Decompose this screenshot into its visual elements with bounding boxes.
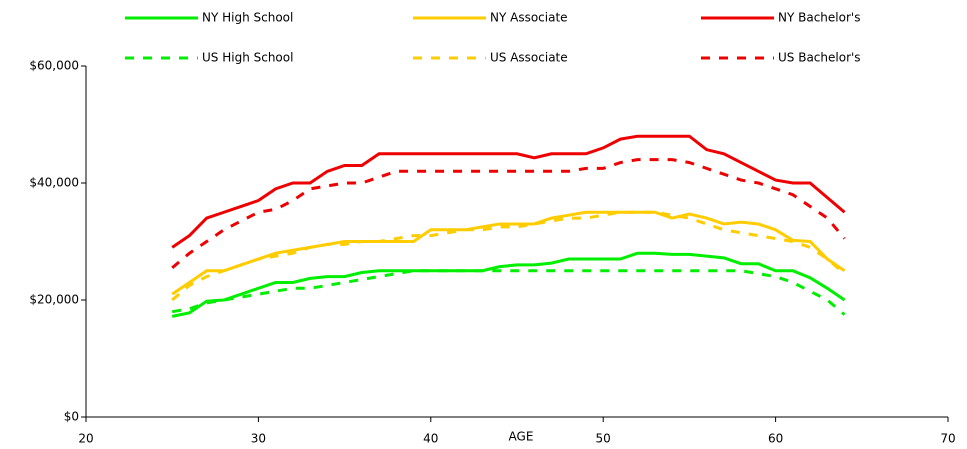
y-tick-label: $0	[64, 410, 79, 424]
line-series	[171, 158, 846, 269]
y-tick-label: $60,000	[29, 59, 79, 73]
x-tick-label: 40	[423, 432, 438, 446]
x-tick-label: 50	[596, 432, 611, 446]
legend-label: US Associate	[490, 51, 568, 65]
y-tick-label: $20,000	[29, 293, 79, 307]
line-series	[171, 251, 846, 318]
line-series	[171, 269, 846, 316]
legend-label: US Bachelor's	[778, 51, 861, 65]
x-tick-label: 60	[768, 432, 783, 446]
legend-label: US High School	[202, 51, 293, 65]
legend-label: NY Bachelor's	[778, 11, 860, 25]
line-series	[171, 210, 846, 302]
x-tick-label: 70	[940, 432, 955, 446]
legend-label: NY Associate	[490, 11, 568, 25]
y-tick-label: $40,000	[29, 176, 79, 190]
line-series	[171, 134, 846, 249]
x-tick-label: 30	[251, 432, 266, 446]
x-axis-label: AGE	[509, 430, 534, 444]
x-tick-label: 20	[78, 432, 93, 446]
line-series	[171, 210, 846, 296]
legend-label: NY High School	[202, 11, 293, 25]
